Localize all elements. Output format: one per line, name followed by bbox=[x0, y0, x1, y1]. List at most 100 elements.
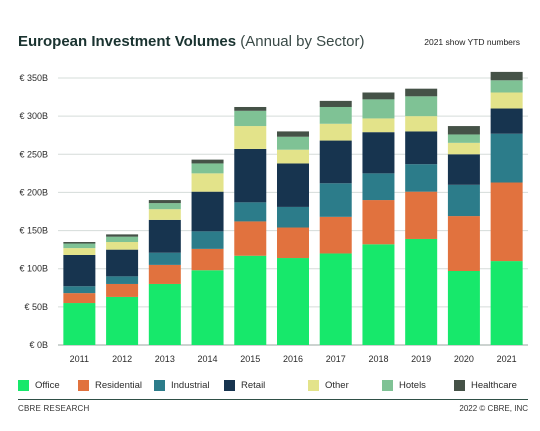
bar-industrial-2016 bbox=[277, 206, 309, 228]
bar-hotels-2014 bbox=[191, 163, 224, 174]
bar-hotels-2020 bbox=[447, 134, 480, 143]
legend-item-office: Office bbox=[18, 378, 60, 392]
footer-divider bbox=[18, 399, 528, 400]
bar-industrial-2019 bbox=[405, 164, 438, 192]
legend-swatch bbox=[382, 379, 393, 391]
bar-residential-2021 bbox=[490, 182, 523, 262]
bar-industrial-2012 bbox=[106, 276, 139, 284]
bar-retail-2011 bbox=[63, 254, 96, 287]
bar-retail-2017 bbox=[319, 140, 352, 184]
bar-healthcare-2017 bbox=[319, 100, 352, 107]
x-tick-label: 2018 bbox=[368, 354, 388, 364]
x-tick-label: 2016 bbox=[283, 354, 303, 364]
bar-healthcare-2019 bbox=[405, 88, 438, 97]
legend-swatch bbox=[308, 379, 319, 391]
bar-industrial-2021 bbox=[490, 133, 523, 183]
bar-hotels-2017 bbox=[319, 106, 352, 124]
bar-retail-2019 bbox=[405, 131, 438, 165]
y-tick-label: € 100B bbox=[19, 264, 48, 274]
bar-office-2016 bbox=[277, 258, 309, 345]
bar-hotels-2013 bbox=[148, 203, 181, 210]
bar-hotels-2011 bbox=[63, 243, 96, 249]
y-tick-label: € 250B bbox=[19, 149, 48, 159]
x-tick-label: 2020 bbox=[454, 354, 474, 364]
bar-other-2013 bbox=[148, 209, 181, 220]
bar-industrial-2014 bbox=[191, 231, 224, 249]
bar-retail-2018 bbox=[362, 132, 395, 174]
bar-other-2016 bbox=[277, 149, 309, 164]
bar-industrial-2015 bbox=[234, 202, 267, 222]
legend-label: Industrial bbox=[171, 379, 210, 391]
bar-residential-2019 bbox=[405, 191, 438, 239]
legend-item-industrial: Industrial bbox=[154, 378, 210, 392]
bar-hotels-2015 bbox=[234, 110, 267, 127]
bar-retail-2012 bbox=[106, 249, 139, 277]
legend-label: Residential bbox=[95, 379, 142, 391]
bar-other-2021 bbox=[490, 92, 523, 109]
legend-swatch bbox=[154, 379, 165, 391]
bar-industrial-2018 bbox=[362, 173, 395, 201]
bar-other-2018 bbox=[362, 118, 395, 133]
legend-swatch bbox=[18, 379, 29, 391]
bar-residential-2014 bbox=[191, 248, 224, 271]
bar-retail-2014 bbox=[191, 191, 224, 232]
bar-healthcare-2018 bbox=[362, 92, 395, 100]
bar-industrial-2013 bbox=[148, 252, 181, 265]
legend-item-residential: Residential bbox=[78, 378, 142, 392]
bar-office-2018 bbox=[362, 244, 395, 345]
bar-residential-2012 bbox=[106, 283, 139, 297]
stacked-bar-chart: € 0B € 50B € 100B € 150B € 200B € 250B € 300B €… bbox=[19, 71, 528, 364]
legend-label: Healthcare bbox=[471, 379, 517, 391]
bar-hotels-2012 bbox=[106, 236, 139, 243]
bar-healthcare-2016 bbox=[277, 131, 309, 137]
legend-item-healthcare: Healthcare bbox=[454, 378, 517, 392]
y-tick-label: € 200B bbox=[19, 187, 48, 197]
bar-office-2014 bbox=[191, 270, 224, 345]
footer-copyright: 2022 © CBRE, INC bbox=[459, 404, 528, 413]
x-tick-label: 2021 bbox=[497, 354, 517, 364]
bar-healthcare-2015 bbox=[234, 106, 267, 111]
x-tick-label: 2012 bbox=[112, 354, 132, 364]
chart-title: European Investment Volumes (Annual by S… bbox=[18, 33, 365, 50]
bar-office-2012 bbox=[106, 296, 139, 345]
legend-label: Office bbox=[35, 379, 60, 391]
bar-other-2014 bbox=[191, 173, 224, 192]
y-tick-label: € 350B bbox=[19, 73, 48, 83]
x-tick-label: 2011 bbox=[70, 354, 89, 364]
bar-healthcare-2012 bbox=[106, 234, 139, 237]
bar-industrial-2017 bbox=[319, 183, 352, 217]
bar-hotels-2016 bbox=[277, 136, 309, 150]
bar-retail-2013 bbox=[148, 219, 181, 253]
legend-item-retail: Retail bbox=[224, 378, 265, 392]
bar-other-2011 bbox=[63, 248, 96, 255]
bar-other-2012 bbox=[106, 242, 139, 250]
legend-swatch bbox=[224, 379, 235, 391]
bar-retail-2015 bbox=[234, 148, 267, 203]
bar-other-2020 bbox=[447, 142, 480, 155]
bar-healthcare-2013 bbox=[148, 200, 181, 204]
legend-label: Hotels bbox=[399, 379, 426, 391]
bar-other-2019 bbox=[405, 116, 438, 132]
chart-legend: Office Residential Industrial Retail Other Ho… bbox=[18, 378, 528, 392]
x-tick-label: 2013 bbox=[155, 354, 175, 364]
footer-source: CBRE RESEARCH bbox=[18, 404, 90, 413]
ytd-note: 2021 show YTD numbers bbox=[424, 37, 520, 47]
x-tick-label: 2015 bbox=[240, 354, 260, 364]
legend-label: Other bbox=[325, 379, 349, 391]
bar-retail-2020 bbox=[447, 154, 480, 185]
bar-office-2017 bbox=[319, 253, 352, 345]
legend-swatch bbox=[454, 379, 465, 391]
legend-item-hotels: Hotels bbox=[382, 378, 426, 392]
bar-residential-2016 bbox=[277, 227, 309, 259]
bar-office-2021 bbox=[490, 261, 523, 345]
bar-retail-2016 bbox=[277, 163, 309, 207]
x-tick-label: 2017 bbox=[326, 354, 346, 364]
bar-healthcare-2011 bbox=[63, 242, 96, 244]
chart-title-subtitle: (Annual by Sector) bbox=[240, 33, 365, 50]
bar-residential-2018 bbox=[362, 200, 395, 245]
y-tick-label: € 0B bbox=[29, 340, 48, 350]
bar-retail-2021 bbox=[490, 108, 523, 134]
bar-office-2019 bbox=[405, 238, 438, 345]
y-tick-label: € 50B bbox=[24, 302, 48, 312]
x-tick-label: 2014 bbox=[198, 354, 218, 364]
